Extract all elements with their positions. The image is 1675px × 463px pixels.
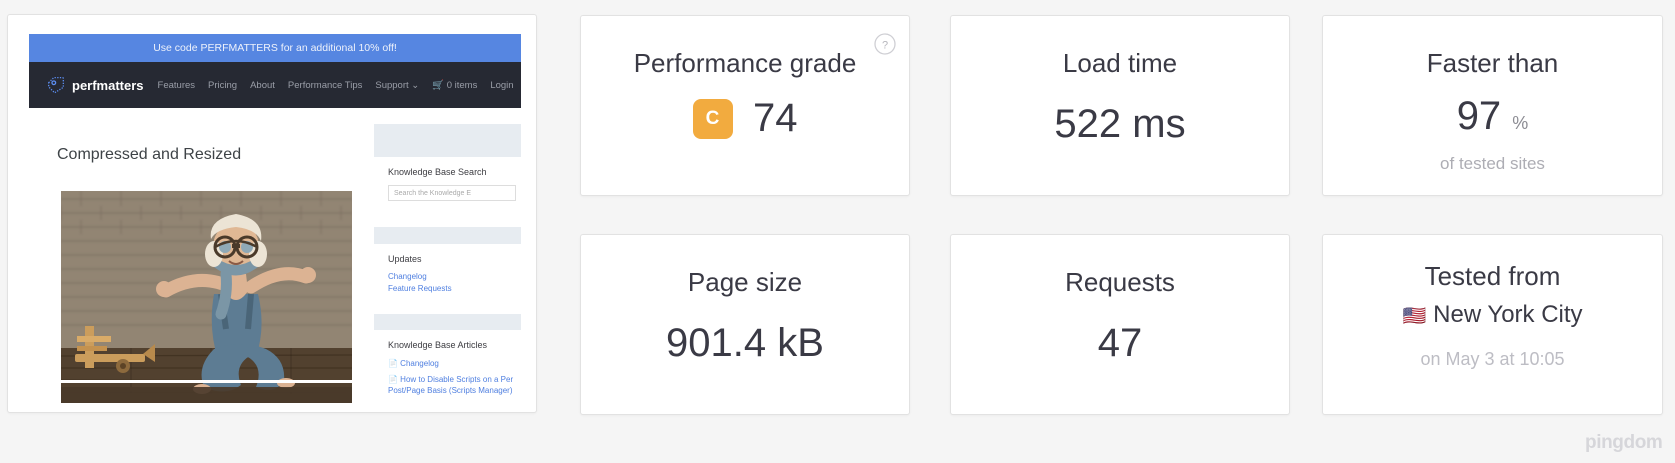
svg-text:?: ? — [882, 40, 888, 52]
